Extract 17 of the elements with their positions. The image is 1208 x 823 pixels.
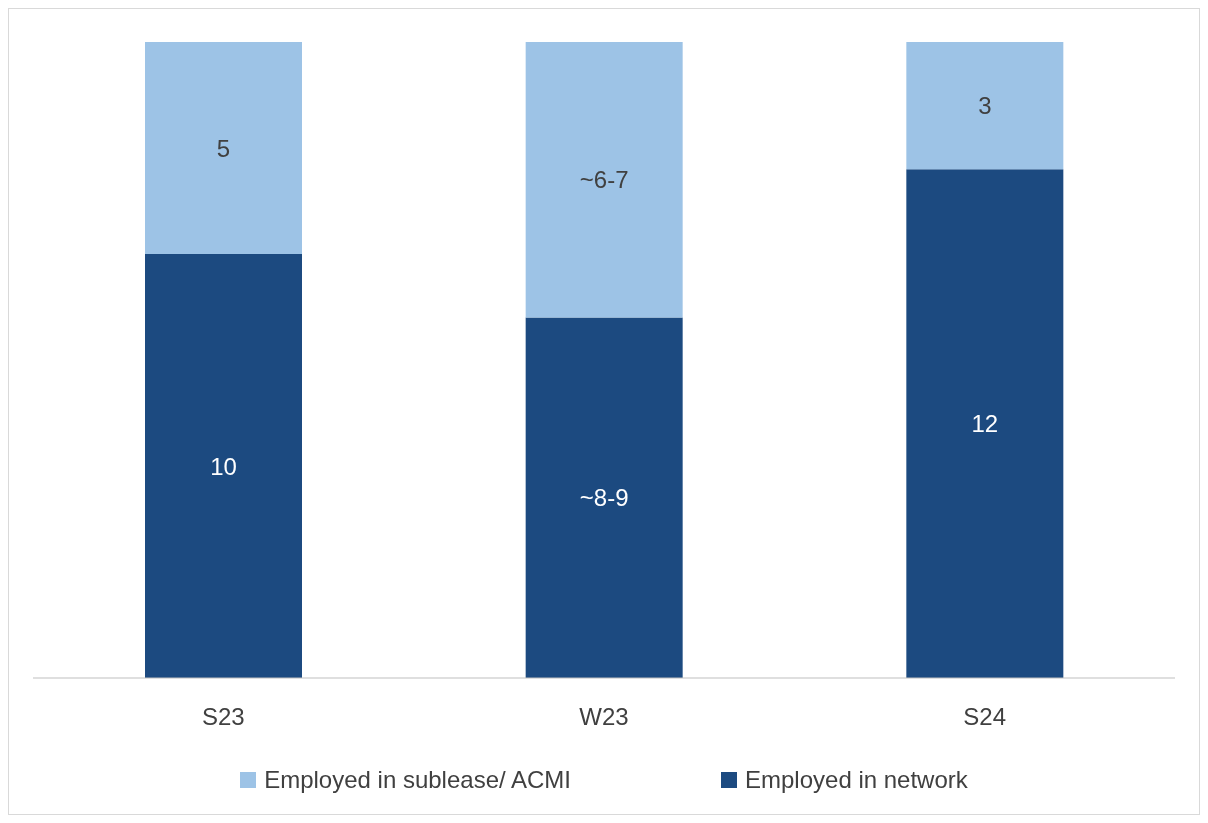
data-label: 3 [978, 92, 992, 120]
bar [525, 317, 683, 678]
bar [906, 42, 1064, 170]
x-tick-label: W23 [579, 703, 629, 731]
x-tick-label: S24 [963, 703, 1007, 731]
data-label: 12 [971, 410, 999, 438]
legend-label: Employed in network [745, 766, 968, 794]
bar [145, 42, 302, 254]
bar [906, 169, 1064, 678]
x-tick-label: S23 [201, 703, 245, 731]
bar [525, 42, 683, 318]
data-label: 5 [216, 134, 231, 162]
data-label: 10 [210, 452, 237, 480]
bar [145, 254, 302, 678]
data-label: ~6-7 [579, 166, 629, 194]
legend-label: Employed in sublease/ ACMI [264, 766, 572, 794]
data-label: ~8-9 [579, 484, 629, 512]
